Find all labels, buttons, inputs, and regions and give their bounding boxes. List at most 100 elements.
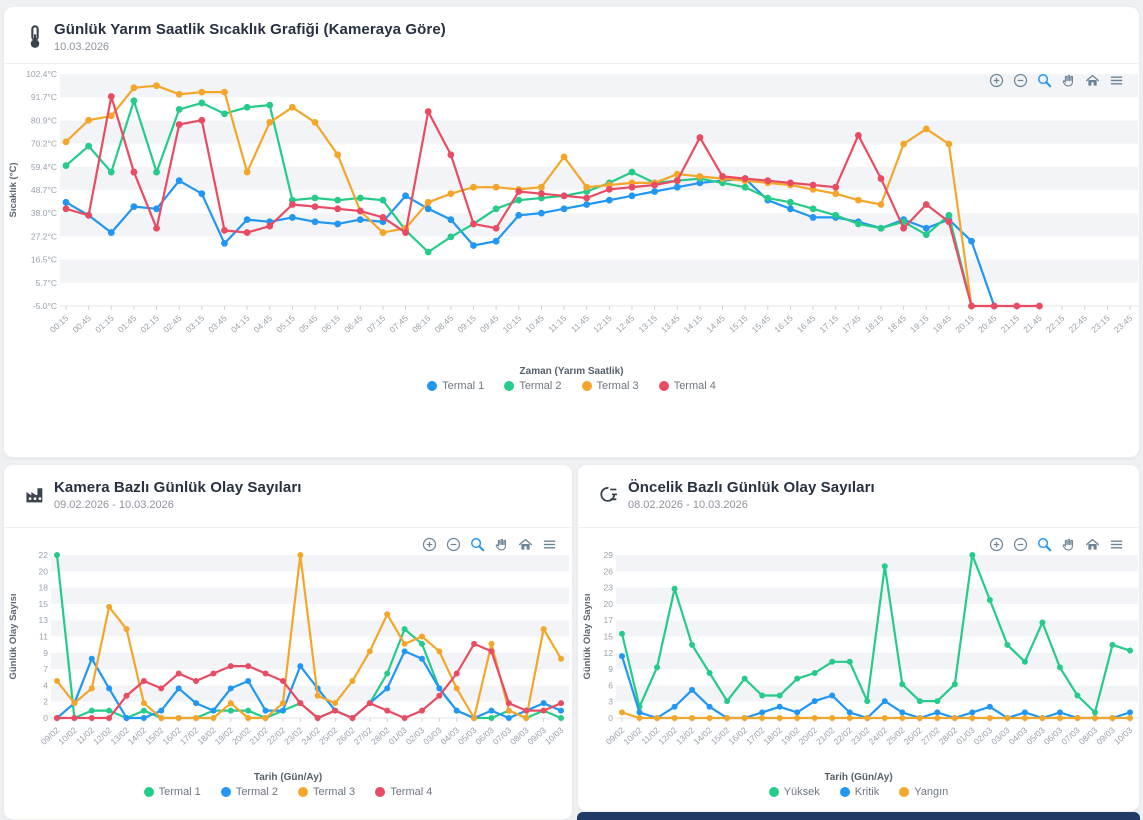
data-point bbox=[210, 715, 217, 721]
legend-item-termal-4[interactable]: Termal 4 bbox=[375, 786, 432, 798]
menu-icon[interactable] bbox=[541, 536, 558, 553]
chart-title: Öncelik Bazlı Günlük Olay Sayıları bbox=[628, 479, 875, 496]
legend-item-kritik[interactable]: Kritik bbox=[839, 786, 879, 798]
x-tick-label: 02:45 bbox=[161, 313, 184, 335]
data-point bbox=[922, 231, 930, 239]
legend-item-yang-n[interactable]: Yangın bbox=[899, 786, 948, 798]
data-point bbox=[877, 224, 885, 232]
data-point bbox=[1004, 641, 1011, 648]
box-zoom-icon[interactable] bbox=[1036, 72, 1053, 89]
data-point bbox=[297, 663, 304, 670]
priority-events-line-chart[interactable]: 09/0210/0211/0212/0213/0214/0215/0216/02… bbox=[578, 528, 1139, 770]
plot-area[interactable] bbox=[60, 74, 1138, 306]
data-point bbox=[123, 692, 130, 699]
data-point bbox=[334, 151, 342, 159]
data-point bbox=[297, 700, 304, 707]
legend-label: Termal 2 bbox=[519, 380, 562, 392]
x-tick-label: 10/02 bbox=[56, 725, 79, 747]
x-tick-label: 01/03 bbox=[954, 725, 977, 747]
data-point bbox=[62, 198, 70, 206]
menu-icon[interactable] bbox=[1108, 72, 1125, 89]
y-tick-label: 3 bbox=[608, 697, 613, 707]
data-point bbox=[492, 237, 500, 245]
data-point bbox=[193, 677, 200, 684]
data-point bbox=[671, 703, 678, 710]
series-termal-4 bbox=[54, 640, 564, 721]
zoom-out-icon[interactable] bbox=[1012, 72, 1029, 89]
zoom-in-icon[interactable] bbox=[988, 536, 1005, 553]
data-point bbox=[968, 237, 975, 245]
home-icon[interactable] bbox=[517, 536, 534, 553]
x-tick-label: 00:45 bbox=[70, 313, 93, 335]
legend-item-termal-4[interactable]: Termal 4 bbox=[658, 380, 716, 392]
data-point bbox=[311, 118, 319, 126]
zoom-out-icon[interactable] bbox=[445, 536, 462, 553]
x-tick-label: 10:15 bbox=[501, 313, 524, 335]
pan-icon[interactable] bbox=[493, 536, 510, 553]
data-point bbox=[436, 648, 443, 655]
data-point bbox=[106, 603, 113, 610]
legend-item-termal-3[interactable]: Termal 3 bbox=[298, 786, 355, 798]
data-point bbox=[922, 125, 930, 133]
pan-icon[interactable] bbox=[1060, 536, 1077, 553]
menu-icon[interactable] bbox=[1108, 536, 1125, 553]
x-tick-label: 16/02 bbox=[160, 725, 183, 747]
legend-item-termal-2[interactable]: Termal 2 bbox=[504, 380, 562, 392]
zoom-out-icon[interactable] bbox=[1012, 536, 1029, 553]
temperature-chart-area: 00:15 00:45 01:15 01:45 02:15 02:45 03:15 03:45… bbox=[4, 64, 1139, 392]
camera-events-line-chart[interactable]: 09/0210/0211/0212/0213/0214/0215/0216/02… bbox=[4, 528, 572, 770]
data-point bbox=[922, 201, 930, 208]
data-point bbox=[881, 563, 888, 570]
box-zoom-icon[interactable] bbox=[1036, 536, 1053, 553]
data-point bbox=[311, 203, 319, 211]
data-point bbox=[379, 196, 387, 204]
data-point bbox=[689, 641, 696, 648]
data-point bbox=[899, 681, 906, 688]
data-point bbox=[706, 670, 713, 677]
x-tick-label: 22/02 bbox=[265, 725, 288, 747]
data-point bbox=[221, 88, 228, 96]
y-tick-label: 9 bbox=[608, 664, 613, 674]
x-tick-label: 17:15 bbox=[818, 313, 841, 335]
data-point bbox=[140, 707, 147, 714]
data-point bbox=[401, 626, 408, 633]
legend-item-y-ksek[interactable]: Yüksek bbox=[768, 786, 820, 798]
data-point bbox=[605, 185, 613, 193]
data-point bbox=[515, 211, 523, 219]
data-point bbox=[558, 707, 564, 714]
data-point bbox=[951, 681, 958, 688]
legend-item-termal-2[interactable]: Termal 2 bbox=[220, 786, 278, 798]
data-point bbox=[741, 715, 748, 721]
home-icon[interactable] bbox=[1084, 72, 1101, 89]
data-point bbox=[583, 183, 591, 191]
data-point bbox=[832, 211, 840, 219]
y-axis: 0 3 6 9 12 15 17 20 23 26 29 bbox=[604, 550, 614, 723]
data-point bbox=[279, 707, 286, 714]
data-point bbox=[424, 108, 432, 115]
zoom-in-icon[interactable] bbox=[988, 72, 1005, 89]
box-zoom-icon[interactable] bbox=[469, 536, 486, 553]
legend-item-termal-1[interactable]: Termal 1 bbox=[427, 380, 484, 392]
y-tick-label: 27.2°C bbox=[31, 231, 57, 241]
legend-item-termal-1[interactable]: Termal 1 bbox=[143, 786, 201, 798]
x-tick-label: 20/02 bbox=[797, 725, 820, 747]
data-point bbox=[1127, 709, 1133, 716]
data-point bbox=[379, 229, 387, 236]
camera-events-chart-card: Kamera Bazlı Günlük Olay Sayıları 09.02.… bbox=[3, 464, 573, 820]
data-point bbox=[846, 658, 853, 665]
data-point bbox=[288, 103, 296, 111]
home-icon[interactable] bbox=[1084, 536, 1101, 553]
data-point bbox=[540, 707, 547, 714]
data-point bbox=[492, 205, 500, 213]
data-point bbox=[990, 302, 998, 310]
zoom-in-icon[interactable] bbox=[421, 536, 438, 553]
data-point bbox=[175, 685, 182, 692]
temperature-line-chart[interactable]: 00:15 00:45 01:15 01:45 02:15 02:45 03:15 03:45… bbox=[4, 64, 1139, 364]
x-tick-label: 06/03 bbox=[473, 725, 496, 747]
y-tick-label: 22 bbox=[39, 550, 49, 560]
x-tick-label: 20:15 bbox=[953, 313, 976, 335]
pan-icon[interactable] bbox=[1060, 72, 1077, 89]
legend-item-termal-3[interactable]: Termal 3 bbox=[581, 380, 639, 392]
x-tick-label: 14/02 bbox=[691, 725, 714, 747]
modebar bbox=[988, 72, 1125, 89]
